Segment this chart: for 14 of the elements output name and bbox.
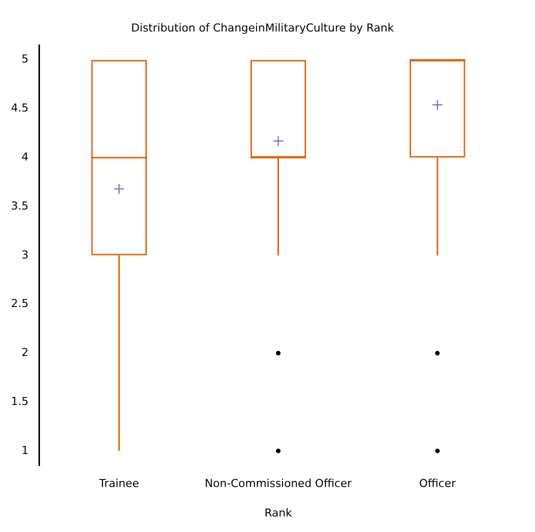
x-tick-label: Trainee xyxy=(98,477,140,490)
y-tick-label: 4.5 xyxy=(10,102,28,115)
x-axis-title: Rank xyxy=(264,506,293,520)
y-tick-label: 3.5 xyxy=(10,199,28,212)
y-tick-label: 1.5 xyxy=(10,394,28,408)
y-tick-label: 2.5 xyxy=(10,297,28,310)
x-tick-label: Officer xyxy=(419,477,456,490)
y-tick-label: 4 xyxy=(21,150,28,164)
y-tick-label: 3 xyxy=(21,248,28,262)
y-tick-label: 5 xyxy=(21,52,28,66)
y-tick-label: 2 xyxy=(21,346,28,360)
x-tick-label: Non-Commissioned Officer xyxy=(204,477,352,490)
chart-title: Distribution of ChangeinMilitaryCulture by Rank xyxy=(131,21,394,34)
y-tick-label: 1 xyxy=(21,444,28,457)
